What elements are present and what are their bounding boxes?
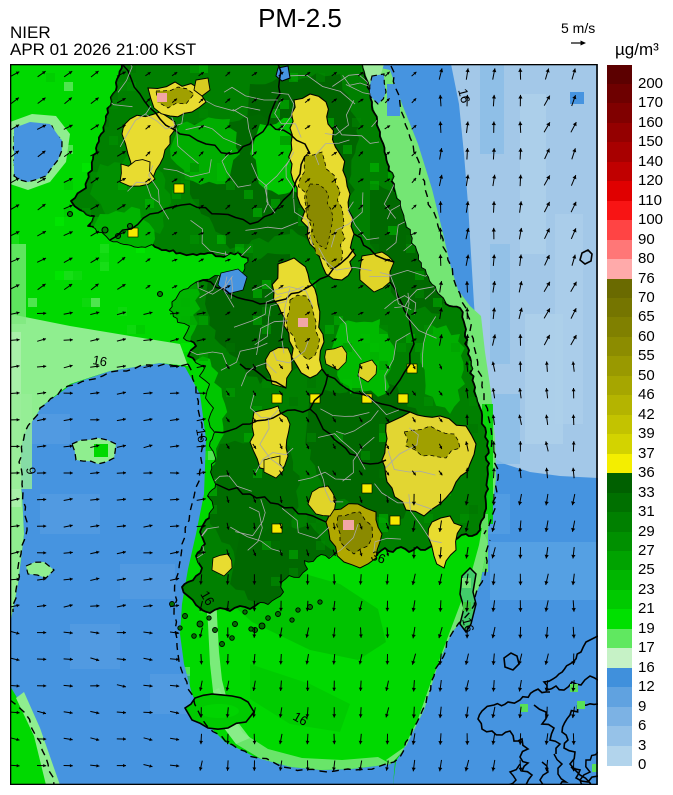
svg-text:9: 9 (23, 465, 39, 475)
svg-text:16: 16 (291, 708, 311, 728)
svg-text:16: 16 (459, 615, 477, 633)
svg-text:16: 16 (91, 352, 108, 369)
svg-text:36: 36 (369, 547, 388, 566)
svg-text:16: 16 (455, 86, 473, 104)
svg-text:16: 16 (197, 588, 217, 608)
svg-text:16: 16 (193, 426, 210, 443)
